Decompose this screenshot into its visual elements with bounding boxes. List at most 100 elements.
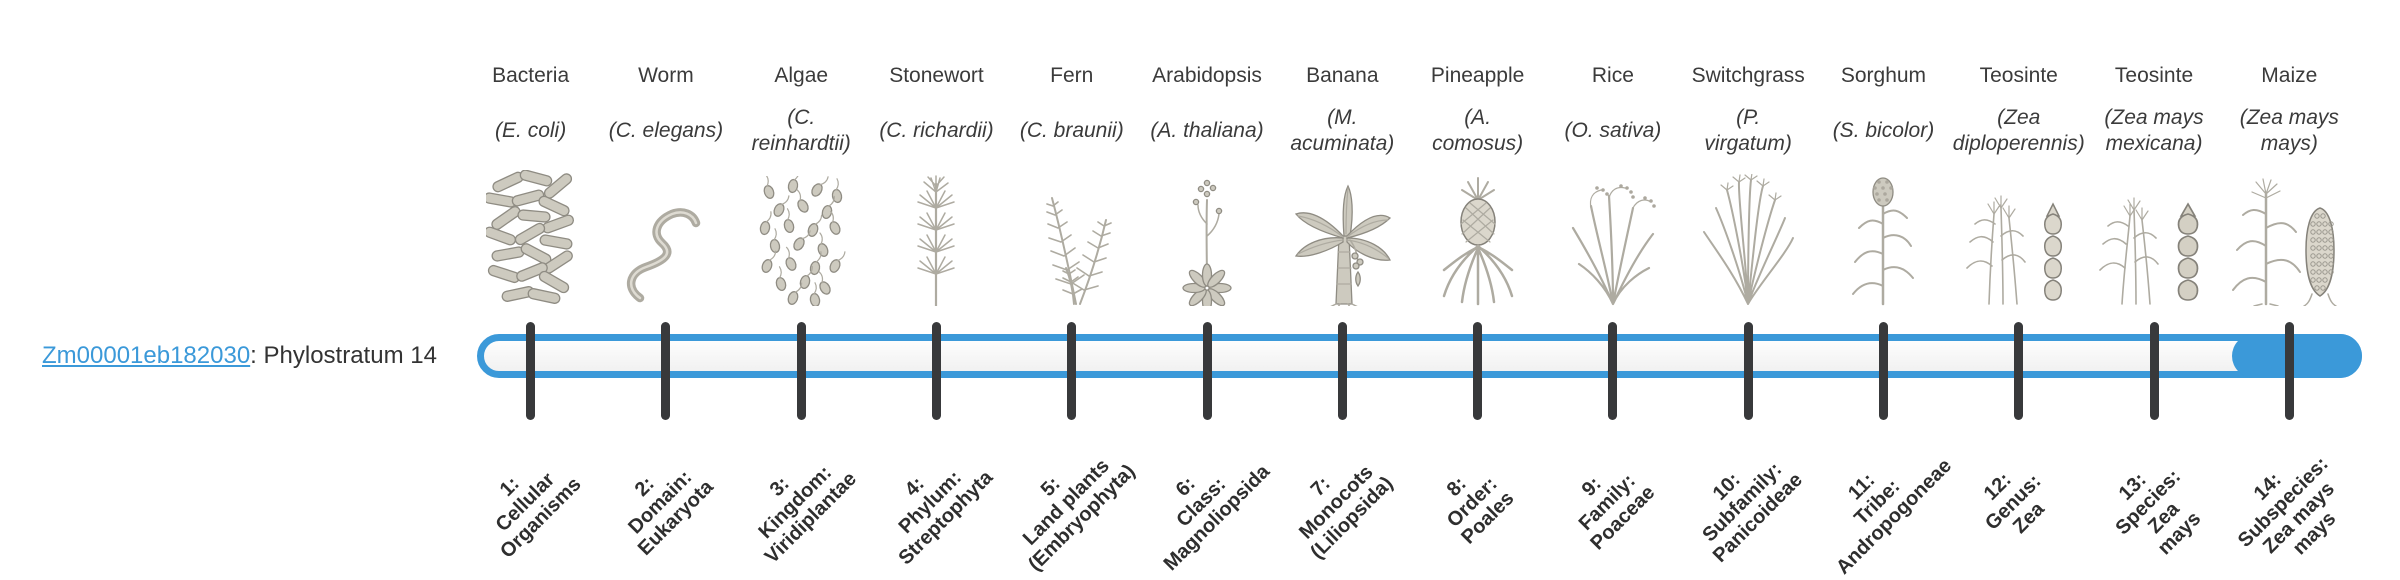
organism-common-name: Switchgrass: [1691, 64, 1805, 87]
gene-label: Zm00001eb182030: Phylostratum 14: [42, 341, 437, 371]
organism-common-name: Maize: [2261, 64, 2318, 87]
teosinte-mexicana-icon: [2086, 168, 2221, 306]
sci-line: (A.: [1464, 106, 1492, 129]
stratum-label: 14: Subspecies: Zea mays mays: [2207, 426, 2375, 580]
organism-common-name: Algae: [774, 64, 829, 87]
organism-scientific-name: (S. bicolor): [1803, 100, 1963, 162]
organism-column-worm: Worm (C. elegans) 2: Domain: Eukaryota: [598, 0, 733, 580]
organism-scientific-name: (C. elegans): [586, 100, 746, 162]
stratum-label: 8: Order: Poales: [1396, 426, 1549, 579]
organism-common-name: Pineapple: [1430, 64, 1525, 87]
organism-column-pineapple: Pineapple (A. comosus) 8: Order: Poales: [1410, 0, 1545, 580]
organism-common-name: Fern: [1050, 64, 1094, 87]
sci-line: reinhardtii): [751, 132, 851, 155]
sci-line: (Zea: [1997, 106, 2041, 129]
fern-icon: [1004, 168, 1139, 306]
stonewort-icon: [869, 168, 1004, 306]
tick-mark: [2149, 322, 2159, 420]
organism-column-algae: Algae (C. reinhardtii): [734, 0, 869, 580]
sci-line: (Zea mays: [2239, 106, 2339, 129]
organism-common-name: Worm: [638, 64, 694, 87]
banana-icon: [1275, 168, 1410, 306]
tick-mark: [2284, 322, 2294, 420]
sci-line: (C. elegans): [608, 119, 724, 142]
organism-scientific-name: (Zea mays mays): [2209, 100, 2369, 162]
stratum-label: 4: Phylum: Streptophyta: [854, 426, 1007, 579]
organism-scientific-name: (C. richardii): [856, 100, 1016, 162]
organism-column-stonewort: Stonewort (C. richardii) 4: Phylum:: [869, 0, 1004, 580]
organism-column-sorghum: Sorghum (S. bicolor) 11: Tribe: [1816, 0, 1956, 580]
tick-mark: [526, 322, 536, 420]
sci-line: acuminata): [1290, 132, 1395, 155]
tick-mark: [1473, 322, 1483, 420]
organism-common-name: Sorghum: [1840, 64, 1927, 87]
organism-column-arabidopsis: Arabidopsis (A. thaliana): [1139, 0, 1274, 580]
organism-scientific-name: (A. comosus): [1398, 100, 1558, 162]
sci-line: comosus): [1432, 132, 1524, 155]
worm-icon: [598, 168, 733, 306]
phylostrata-track: [477, 334, 2362, 378]
stratum-label: 10: Subfamily: Panicoideae: [1666, 426, 1819, 579]
organism-common-name: Teosinte: [1979, 64, 2058, 87]
sci-line: (O. sativa): [1564, 119, 1662, 142]
switchgrass-icon: [1681, 168, 1816, 306]
sci-line: (P.: [1736, 106, 1761, 129]
sorghum-icon: [1816, 168, 1951, 306]
organism-scientific-name: (P. virgatum): [1668, 100, 1828, 162]
organism-common-name: Rice: [1591, 64, 1634, 87]
tick-mark: [1608, 322, 1618, 420]
pineapple-icon: [1410, 168, 1545, 306]
organism-scientific-name: (C. braunii): [992, 100, 1152, 162]
tick-mark: [661, 322, 671, 420]
arabidopsis-icon: [1139, 168, 1274, 306]
tick-mark: [1878, 322, 1888, 420]
tick-mark: [1067, 322, 1077, 420]
tick-mark: [2014, 322, 2024, 420]
sci-line: (S. bicolor): [1832, 119, 1935, 142]
organism-common-name: Stonewort: [889, 64, 984, 87]
gene-link[interactable]: Zm00001eb182030: [42, 342, 251, 369]
organism-column-switchgrass: Switchgrass (P. virgatum) 10: Subfamily:…: [1681, 0, 1816, 580]
sci-line: (C.: [787, 106, 816, 129]
sci-line: diploperennis): [1952, 132, 2085, 155]
teosinte-diploperennis-icon: [1951, 168, 2086, 306]
algae-icon: [734, 168, 869, 306]
stratum-label: 1: Cellular Organisms: [449, 426, 602, 579]
organism-column-bacteria: Bacteria (E. coli): [463, 0, 598, 580]
maize-icon: [2222, 168, 2357, 306]
stratum-label: 9: Family: Poaceae: [1531, 426, 1684, 579]
organism-column-fern: Fern (C. braunii) 5: Land plants: [1004, 0, 1140, 580]
organism-scientific-name: (O. sativa): [1533, 100, 1693, 162]
gene-phylostratum-text: : Phylostratum 14: [250, 342, 437, 369]
organism-scientific-name: (E. coli): [451, 100, 611, 162]
organism-column-teosinte-mexicana: Teosinte (Zea mays mexicana): [2086, 0, 2221, 580]
organism-common-name: Bacteria: [492, 64, 570, 87]
organism-columns: Bacteria (E. coli): [463, 0, 2357, 580]
stratum-label: 5: Land plants (Embryophyta): [990, 426, 1143, 579]
sci-line: (M.: [1327, 106, 1358, 129]
stratum-label: 12: Genus: Zea: [1937, 426, 2090, 579]
organism-scientific-name: (A. thaliana): [1127, 100, 1287, 162]
sci-line: (C. braunii): [1019, 119, 1124, 142]
sci-line: (C. richardii): [879, 119, 994, 142]
bacteria-icon: [463, 168, 598, 306]
organism-scientific-name: (M. acuminata): [1262, 100, 1422, 162]
stratum-label: 6: Class: Magnoliopsida: [1125, 426, 1278, 579]
stratum-label: 13: Species: Zea mays: [2072, 426, 2240, 580]
sci-line: (Zea mays: [2104, 106, 2204, 129]
sci-line: (A. thaliana): [1150, 119, 1264, 142]
sci-line: virgatum): [1704, 132, 1792, 155]
organism-column-maize: Maize (Zea mays mays): [2222, 0, 2357, 580]
organism-scientific-name: (Zea diploperennis): [1939, 100, 2099, 162]
organism-common-name: Banana: [1306, 64, 1379, 87]
stratum-label: 11: Tribe: Andropogoneae: [1801, 426, 1956, 579]
rice-icon: [1545, 168, 1680, 306]
tick-mark: [1337, 322, 1347, 420]
organism-column-teosinte-diploperennis: Teosinte (Zea diploperennis): [1951, 0, 2086, 580]
tick-mark: [796, 322, 806, 420]
tick-mark: [1202, 322, 1212, 420]
organism-column-rice: Rice (O. sativa) 9: Family: Poaceae: [1545, 0, 1680, 580]
phylostratum-14-highlight: [2232, 334, 2362, 378]
tick-mark: [931, 322, 941, 420]
organism-scientific-name: (C. reinhardtii): [721, 100, 881, 162]
